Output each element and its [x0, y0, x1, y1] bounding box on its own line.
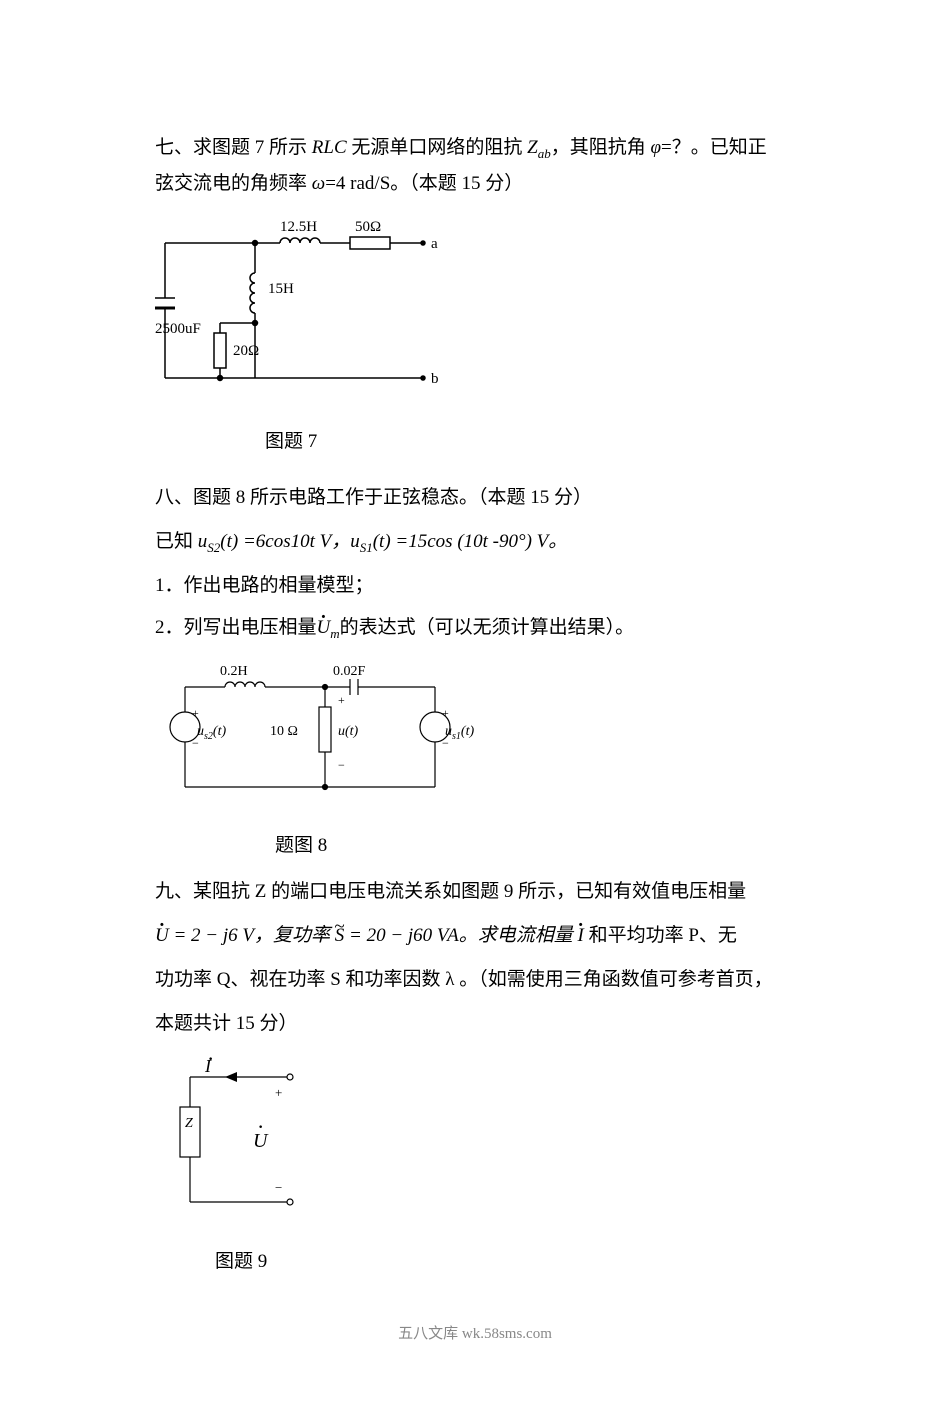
Z-label: Z — [185, 1116, 193, 1131]
c-label: 0.02F — [333, 664, 366, 679]
figure7-caption: 图题 7 — [265, 424, 795, 460]
p8-Um-sub: m — [330, 626, 339, 641]
problem8-given: 已知 uS2(t) =6cos10t V，uS1(t) =15cos (10t … — [155, 524, 795, 560]
r1-label: 50Ω — [355, 219, 381, 235]
U-label: U — [253, 1130, 269, 1152]
p7-phi: φ — [650, 137, 661, 158]
p7-zab: Z — [527, 137, 538, 158]
terminal-b: b — [431, 371, 439, 387]
problem9-line4: 本题共计 15 分） — [155, 1006, 795, 1042]
r2-label: 20Ω — [233, 343, 259, 359]
p7-omega: ω — [312, 173, 325, 194]
problem8-item1: 1．作出电路的相量模型； — [155, 568, 795, 604]
p8-Um: U — [317, 610, 331, 646]
r-label: 10 Ω — [270, 724, 298, 739]
p8-given-prefix: 已知 — [155, 531, 198, 552]
svg-text:+: + — [442, 706, 449, 720]
problem7-text: 七、求图题 7 所示 RLC 无源单口网络的阻抗 Zab，其阻抗角 φ=？。已知… — [155, 130, 795, 203]
p9-line2-suffix: 和平均功率 P、无 — [584, 925, 737, 946]
figure9-caption: 图题 9 — [215, 1244, 795, 1280]
problem9-line2: U = 2 − j6 V，复功率 S = 20 − j60 VA。求电流相量 I… — [155, 918, 795, 954]
problem9-line1: 九、某阻抗 Z 的端口电压电流关系如图题 9 所示，已知有效值电压相量 — [155, 874, 795, 910]
us2-source-label: us2(t) — [197, 724, 226, 742]
p8-us2-expr: (t) =6cos10t V， — [220, 531, 350, 552]
problem8-item2: 2．列写出电压相量Um的表达式（可以无须计算出结果）。 — [155, 610, 795, 646]
ut-label: u(t) — [338, 724, 359, 739]
svg-text:−: − — [338, 758, 345, 772]
p9-U-val: = 2 − j6 V，复功率 — [169, 925, 335, 946]
exam-page: 七、求图题 7 所示 RLC 无源单口网络的阻抗 Zab，其阻抗角 φ=？。已知… — [0, 0, 950, 1408]
p7-line1-prefix: 七、求图题 7 所示 — [155, 137, 312, 158]
svg-text:+: + — [275, 1085, 282, 1100]
p8-us2: u — [198, 531, 208, 552]
us1-source-label: us1(t) — [445, 724, 474, 742]
p9-U: U — [155, 918, 169, 954]
svg-text:−: − — [275, 1180, 282, 1195]
circuit9-svg: · I Z · U + − — [155, 1052, 335, 1222]
p8-us2-sub: S2 — [207, 540, 220, 555]
circuit8-svg: 0.2H 0.02F 10 Ω + − us2(t) + − us1(t) + … — [155, 657, 475, 807]
p8-item2-prefix: 2．列写出电压相量 — [155, 617, 317, 638]
c1-label: 2500uF — [155, 321, 201, 337]
figure8-caption: 题图 8 — [275, 828, 795, 864]
p7-line1-mid: 无源单口网络的阻抗 — [347, 137, 528, 158]
p9-S-val: = 20 − j60 VA。求电流相量 — [344, 925, 577, 946]
p7-line2-suffix: =4 rad/S。（本题 15 分） — [325, 173, 523, 194]
p7-line1-mid2: ，其阻抗角 — [551, 137, 651, 158]
p8-us1-expr: (t) =15cos (10t -90°) V。 — [373, 531, 568, 552]
figure8: 0.2H 0.02F 10 Ω + − us2(t) + − us1(t) + … — [155, 657, 795, 820]
p8-item2-suffix: 的表达式（可以无须计算出结果）。 — [340, 617, 635, 638]
figure9: · I Z · U + − — [155, 1052, 795, 1235]
p7-zab-sub: ab — [538, 146, 551, 161]
svg-text:+: + — [192, 706, 199, 720]
p7-line1-suffix: =？。已知正 — [661, 137, 767, 158]
l1-label: 12.5H — [280, 219, 317, 235]
l-label: 0.2H — [220, 664, 248, 679]
p8-us1-sub: S1 — [360, 540, 373, 555]
svg-text:+: + — [338, 693, 345, 707]
I-label: I — [204, 1056, 212, 1076]
figure7: 12.5H 50Ω 15H 20Ω 2500uF a b — [155, 213, 795, 416]
terminal-a: a — [431, 236, 438, 252]
p9-S: S — [335, 918, 345, 954]
p7-rlc: RLC — [312, 137, 347, 158]
problem8-title: 八、图题 8 所示电路工作于正弦稳态。（本题 15 分） — [155, 480, 795, 516]
problem9-line3: 功功率 Q、视在功率 S 和功率因数 λ 。（如需使用三角函数值可参考首页， — [155, 962, 795, 998]
p7-line2-prefix: 弦交流电的角频率 — [155, 173, 312, 194]
p9-I: I — [578, 918, 584, 954]
p8-us1: u — [350, 531, 360, 552]
l2-label: 15H — [268, 281, 294, 297]
circuit7-svg: 12.5H 50Ω 15H 20Ω 2500uF a b — [155, 213, 455, 403]
